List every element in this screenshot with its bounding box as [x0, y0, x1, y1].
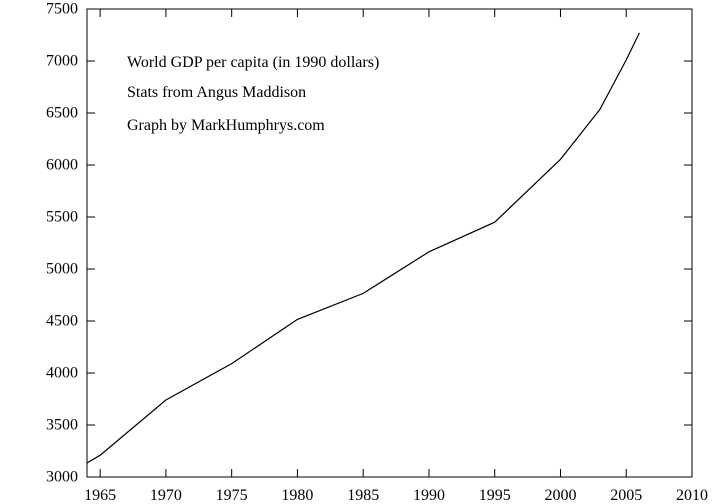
x-tick-label: 1965: [84, 487, 116, 504]
y-tick-label: 5000: [46, 261, 78, 278]
annotations: World GDP per capita (in 1990 dollars) S…: [127, 54, 379, 134]
annotation-credit: Graph by MarkHumphrys.com: [127, 117, 325, 134]
y-tick-label: 3500: [46, 417, 78, 434]
y-tick-label: 6000: [46, 157, 78, 174]
y-tick-label: 4000: [46, 365, 78, 382]
x-tick-label: 2010: [676, 487, 708, 504]
x-tick-label: 1990: [413, 487, 445, 504]
x-tick-label: 2000: [544, 487, 576, 504]
axis-ticks: [87, 8, 693, 478]
x-tick-label: 1985: [347, 487, 379, 504]
plot-frame: [86, 8, 693, 478]
y-tick-label: 7000: [46, 53, 78, 70]
x-tick-label: 1980: [281, 487, 313, 504]
annotation-source: Stats from Angus Maddison: [127, 84, 306, 101]
y-tick-label: 7500: [46, 1, 78, 18]
annotation-title: World GDP per capita (in 1990 dollars): [127, 54, 379, 71]
x-tick-label: 2005: [610, 487, 642, 504]
y-axis-tick-labels: 3000 3500 4000 4500 5000 5500 6000 6500 7000 7500: [46, 1, 78, 486]
x-tick-label: 1975: [216, 487, 248, 504]
y-tick-label: 6500: [46, 105, 78, 122]
x-tick-label: 1995: [479, 487, 511, 504]
y-tick-label: 5500: [46, 209, 78, 226]
x-axis-tick-labels: 1965 1970 1975 1980 1985 1990 1995 2000 2005 2010: [84, 487, 708, 504]
x-tick-label: 1970: [150, 487, 182, 504]
series-line-world-gdp: [86, 32, 640, 464]
y-tick-label: 3000: [46, 469, 78, 486]
y-tick-label: 4500: [46, 313, 78, 330]
